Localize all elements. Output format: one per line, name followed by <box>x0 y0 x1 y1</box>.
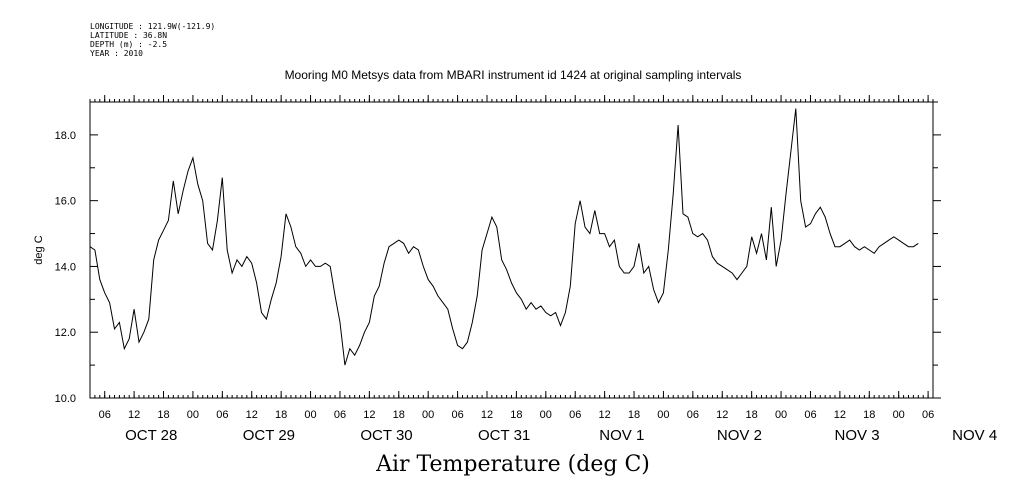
year-text: YEAR : 2010 <box>90 49 143 58</box>
x-day-label: OCT 29 <box>243 427 295 444</box>
x-hour-tick-label: 00 <box>657 409 669 421</box>
y-tick-label: 12.0 <box>55 327 76 339</box>
metadata-block: LONGITUDE : 121.9W(-121.9) LATITUDE : 36… <box>90 22 215 58</box>
plot-frame <box>89 101 934 399</box>
x-hour-tick-label: 06 <box>687 409 699 421</box>
depth-text: DEPTH (m) : -2.5 <box>90 40 168 49</box>
x-hour-tick-label: 12 <box>246 409 258 421</box>
x-hour-tick-label: 12 <box>598 409 610 421</box>
latitude-text: LATITUDE : 36.8N <box>90 31 168 40</box>
x-hour-tick-label: 06 <box>569 409 581 421</box>
y-axis-label: deg C <box>33 235 45 264</box>
x-hour-tick-label: 18 <box>863 409 875 421</box>
x-hour-tick-label: 06 <box>216 409 228 421</box>
x-day-label: NOV 4 <box>952 427 997 444</box>
y-tick-label: 18.0 <box>55 130 76 142</box>
x-hour-tick-label: 18 <box>275 409 287 421</box>
y-tick-label: 10.0 <box>55 393 76 405</box>
x-hour-tick-label: 00 <box>422 409 434 421</box>
y-tick-label: 16.0 <box>55 196 76 208</box>
x-hour-tick-label: 06 <box>99 409 111 421</box>
x-hour-tick-label: 06 <box>922 409 934 421</box>
x-hour-tick-label: 06 <box>334 409 346 421</box>
x-axis-label-wrap: Air Temperature (deg C) <box>0 452 1009 477</box>
x-hour-tick-label: 12 <box>716 409 728 421</box>
x-axis-label: Air Temperature (deg C) <box>376 452 650 477</box>
x-hour-tick-label: 00 <box>893 409 905 421</box>
chart-title: Mooring M0 Metsys data from MBARI instru… <box>284 68 742 82</box>
x-hour-tick-label: 06 <box>451 409 463 421</box>
x-day-label: OCT 30 <box>360 427 412 444</box>
air-temperature-series-line <box>89 108 919 366</box>
x-hour-tick-label: 18 <box>393 409 405 421</box>
x-day-label: NOV 1 <box>599 427 644 444</box>
x-hour-tick-label: 18 <box>628 409 640 421</box>
x-hour-tick-label: 00 <box>304 409 316 421</box>
x-hour-tick-label: 00 <box>187 409 199 421</box>
x-hour-tick-label: 12 <box>834 409 846 421</box>
x-hour-tick-label: 12 <box>128 409 140 421</box>
x-hour-tick-label: 18 <box>746 409 758 421</box>
x-hour-tick-label: 18 <box>510 409 522 421</box>
x-hour-tick-label: 12 <box>363 409 375 421</box>
chart-title-wrap: Mooring M0 Metsys data from MBARI instru… <box>0 68 1009 82</box>
x-hour-tick-label: 00 <box>540 409 552 421</box>
x-hour-tick-label: 06 <box>804 409 816 421</box>
x-day-label: OCT 28 <box>125 427 177 444</box>
longitude-text: LONGITUDE : 121.9W(-121.9) <box>90 22 216 31</box>
x-day-label: OCT 31 <box>478 427 530 444</box>
x-day-label: NOV 2 <box>717 427 762 444</box>
x-hour-tick-label: 18 <box>157 409 169 421</box>
y-tick-label: 14.0 <box>55 261 76 273</box>
x-hour-tick-label: 00 <box>775 409 787 421</box>
x-hour-tick-label: 12 <box>481 409 493 421</box>
x-day-label: NOV 3 <box>835 427 880 444</box>
